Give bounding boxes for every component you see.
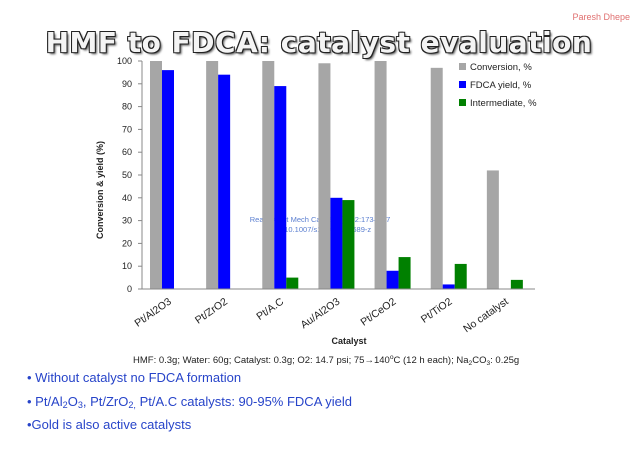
y-tick-label: 80: [122, 102, 132, 112]
bullet-no-catalyst: • Without catalyst no FDCA formation: [27, 370, 242, 385]
bullet2-sub-3: 3: [77, 400, 83, 410]
reaction-conditions: HMF: 0.3g; Water: 60g; Catalyst: 0.3g; O…: [133, 354, 519, 367]
bar: [206, 61, 219, 289]
conditions-na: C (12 h each); Na: [393, 355, 469, 367]
y-tick-label: 30: [122, 216, 132, 226]
bar: [374, 61, 387, 289]
conditions-text: HMF: 0.3g; Water: 60g; Catalyst: 0.3g; O…: [133, 355, 365, 367]
bullet2-zr: , Pt/ZrO: [82, 394, 129, 409]
legend-swatch: [459, 81, 466, 88]
y-tick-label: 0: [127, 284, 132, 294]
legend-label: Intermediate, %: [470, 98, 537, 109]
sub-3: 3: [486, 360, 491, 368]
legend-swatch: [459, 99, 466, 106]
bullet-gold: •Gold is also active catalysts: [27, 417, 192, 432]
y-tick-label: 40: [122, 193, 132, 203]
y-tick-label: 100: [117, 56, 132, 66]
x-tick-label: Pt/CeO2: [358, 296, 398, 329]
conditions-end: : 0.25g: [490, 355, 520, 367]
y-tick-label: 10: [122, 261, 132, 271]
x-tick-label: No catalyst: [461, 296, 510, 336]
x-tick-label: Pt/Al2O3: [132, 296, 173, 330]
y-tick-label: 50: [122, 170, 132, 180]
axes: [141, 61, 535, 290]
bar: [330, 197, 343, 289]
degree-sup: o: [389, 354, 394, 361]
bullet2-sub-2b: 2,: [128, 400, 136, 410]
legend: Conversion, % FDCA yield, % Intermediate, …: [459, 62, 537, 109]
x-tick-label: Pt/ZrO2: [193, 296, 230, 327]
x-tick-label: Pt/TiO2: [419, 296, 455, 326]
bar: [150, 61, 162, 289]
bullet2-sub-2: 2: [62, 400, 68, 410]
y-tick-label: 90: [122, 79, 132, 89]
legend-label: Conversion, %: [470, 62, 532, 73]
y-tick-label: 70: [122, 124, 132, 134]
arrow-icon: →: [364, 355, 374, 367]
sub-2: 2: [468, 360, 473, 368]
bar: [430, 67, 443, 289]
bar: [342, 200, 355, 289]
bar: [218, 74, 231, 290]
y-axis-label: Conversion & yield (%): [95, 141, 105, 239]
bar: [286, 277, 299, 289]
bars: [150, 61, 523, 290]
bar: [398, 257, 411, 289]
bullet2-o: O: [67, 394, 78, 409]
bar: [442, 284, 455, 289]
x-axis-label: Catalyst: [331, 336, 366, 346]
bar: [318, 63, 331, 289]
legend-label: FDCA yield, %: [470, 80, 532, 91]
bar: [386, 270, 399, 289]
conditions-co: CO: [472, 355, 487, 367]
legend-swatch: [459, 63, 466, 70]
bullet2-end: Pt/A.C catalysts: 90-95% FDCA yield: [135, 394, 352, 409]
bullet2-a: • Pt/Al: [27, 394, 63, 409]
x-axis-labels: Pt/Al2O3 Pt/ZrO2 Pt/A.C Au/Al2O3 Pt/CeO2 Pt/T…: [132, 295, 510, 335]
bar: [454, 263, 467, 289]
slide-title: HMF to FDCA: catalyst evaluation: [45, 26, 593, 59]
conditions-temp: 140: [373, 355, 390, 367]
bar: [262, 61, 275, 289]
bar: [274, 86, 287, 289]
y-axis-ticks: 0 10 20 30 40 50 60 70 80 90 100: [117, 56, 142, 294]
bar: [510, 279, 523, 289]
x-tick-label: Pt/A.C: [254, 295, 286, 322]
bullet-pt-catalysts: • Pt/Al2O3, Pt/ZrO2, Pt/A.C catalysts: 9…: [27, 394, 352, 410]
bar: [486, 170, 499, 289]
author-label: Paresh Dhepe: [572, 12, 630, 22]
y-tick-label: 60: [122, 147, 132, 157]
x-tick-label: Au/Al2O3: [299, 296, 343, 332]
bar: [162, 70, 174, 290]
y-tick-label: 20: [122, 238, 132, 248]
